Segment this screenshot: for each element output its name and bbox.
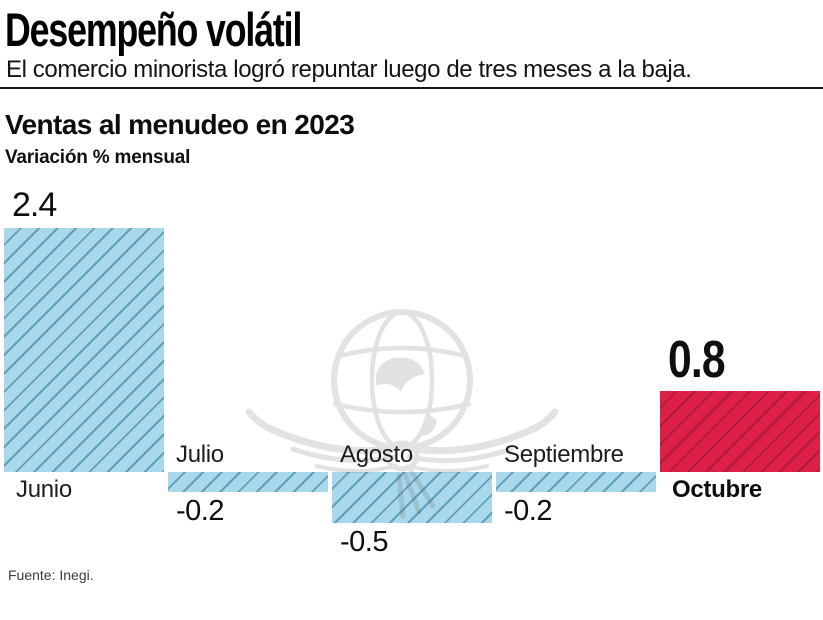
value-label-junio: 2.4	[12, 186, 57, 224]
bar-julio	[168, 472, 328, 492]
value-label-septiembre: -0.2	[504, 495, 552, 527]
value-label-agosto: -0.5	[340, 526, 388, 558]
category-label-octubre: Octubre	[672, 476, 762, 503]
bar-junio	[4, 228, 164, 472]
category-label-junio: Junio	[16, 476, 72, 503]
bar-septiembre	[496, 472, 656, 492]
page-subtitle: El comercio minorista logró repuntar lue…	[6, 56, 692, 83]
chart-subheading: Variación % mensual	[5, 147, 191, 168]
bar-agosto	[332, 472, 492, 523]
source-note: Fuente: Inegi.	[8, 567, 94, 583]
chart-heading: Ventas al menudeo en 2023	[5, 109, 355, 140]
header-divider	[0, 87, 823, 89]
category-label-septiembre: Septiembre	[504, 441, 624, 468]
bar-octubre	[660, 391, 820, 472]
category-label-julio: Julio	[176, 441, 224, 468]
category-label-agosto: Agosto	[340, 441, 413, 468]
value-label-octubre: 0.8	[668, 331, 726, 389]
value-label-julio: -0.2	[176, 495, 224, 527]
page-title: Desempeño volátil	[5, 3, 302, 56]
